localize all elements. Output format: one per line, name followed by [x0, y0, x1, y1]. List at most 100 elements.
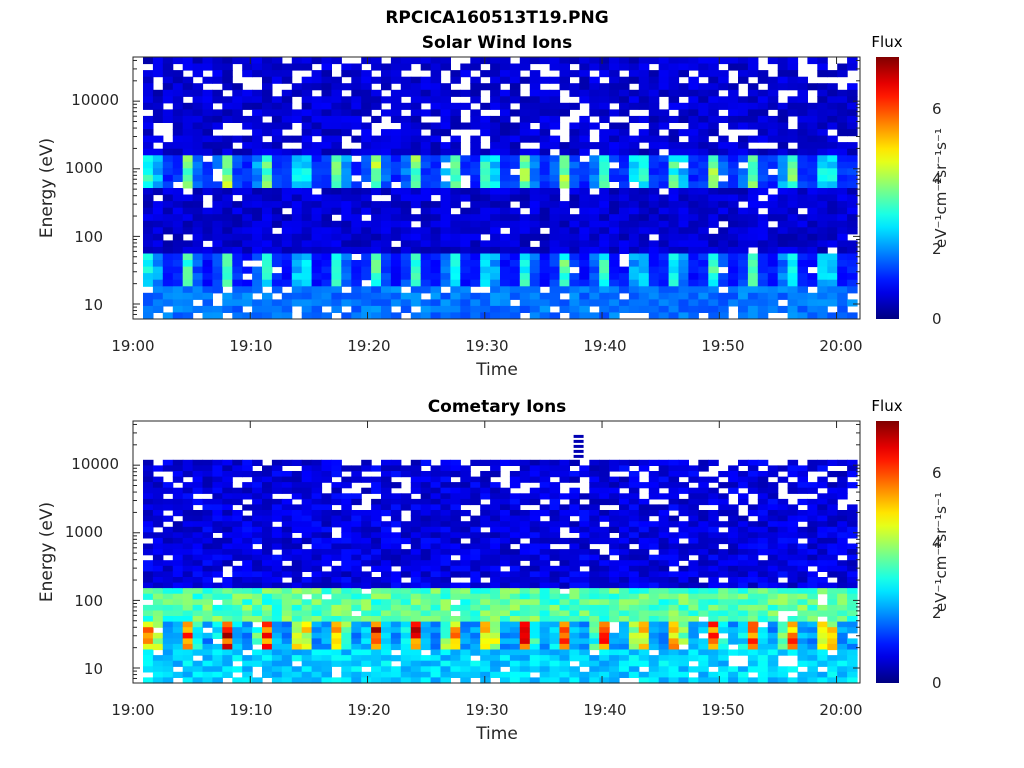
- heatmap-cell: [143, 227, 154, 235]
- heatmap-cell: [757, 526, 769, 533]
- heatmap-cell: [638, 549, 650, 556]
- heatmap-cell: [767, 565, 779, 572]
- heatmap-cell: [351, 109, 362, 117]
- heatmap-cell: [192, 643, 204, 651]
- heatmap-cell: [728, 560, 739, 567]
- heatmap-cell: [609, 677, 620, 684]
- heatmap-cell: [648, 632, 660, 639]
- heatmap-cell: [430, 476, 442, 483]
- heatmap-cell: [767, 593, 779, 600]
- heatmap-cell: [738, 279, 749, 287]
- heatmap-cell: [242, 253, 253, 261]
- heatmap-cell: [500, 214, 511, 222]
- heatmap-cell: [242, 266, 253, 274]
- heatmap-cell: [430, 660, 442, 667]
- heatmap-cell: [490, 504, 501, 511]
- heatmap-cell: [440, 207, 451, 215]
- heatmap-cell: [500, 96, 511, 104]
- heatmap-cell: [143, 532, 154, 539]
- heatmap-cell: [271, 96, 283, 104]
- heatmap-cell: [619, 632, 630, 639]
- heatmap-cell: [757, 588, 769, 595]
- heatmap-cell: [331, 632, 342, 639]
- heatmap-cell: [718, 616, 729, 623]
- heatmap-cell: [400, 260, 412, 268]
- heatmap-cell: [262, 240, 273, 248]
- heatmap-cell: [143, 266, 154, 274]
- heatmap-cell: [549, 571, 561, 578]
- heatmap-cell: [410, 593, 422, 600]
- heatmap-cell: [262, 537, 273, 545]
- heatmap-cell: [341, 63, 352, 71]
- heatmap-cell: [450, 471, 461, 478]
- heatmap-cell: [390, 148, 402, 156]
- heatmap-cell: [331, 537, 342, 545]
- heatmap-cell: [698, 142, 709, 150]
- heatmap-cell: [331, 471, 342, 478]
- heatmap-cell: [519, 660, 531, 667]
- heatmap-cell: [242, 571, 253, 578]
- heatmap-cell: [361, 560, 372, 567]
- heatmap-cell: [262, 565, 273, 572]
- heatmap-cell: [162, 76, 174, 84]
- heatmap-cell: [460, 526, 471, 533]
- heatmap-cell: [410, 201, 422, 209]
- heatmap-cell: [777, 537, 789, 545]
- heatmap-cell: [420, 471, 432, 478]
- heatmap-cell: [698, 554, 709, 561]
- heatmap-cell: [658, 521, 670, 528]
- heatmap-cell: [837, 122, 848, 130]
- heatmap-cell: [232, 655, 243, 662]
- heatmap-cell: [440, 168, 451, 176]
- heatmap-cell: [271, 610, 283, 617]
- heatmap-cell: [311, 181, 323, 189]
- heatmap-cell: [678, 577, 689, 584]
- heatmap-cell: [549, 102, 561, 110]
- heatmap-cell: [509, 554, 521, 561]
- heatmap-cell: [777, 543, 789, 550]
- heatmap-cell: [371, 549, 382, 556]
- heatmap-cell: [658, 599, 670, 606]
- heatmap-cell: [539, 240, 551, 248]
- heatmap-cell: [569, 102, 580, 110]
- heatmap-cell: [192, 102, 204, 110]
- heatmap-cell: [450, 279, 461, 287]
- heatmap-cell: [619, 526, 630, 533]
- heatmap-cell: [143, 643, 154, 651]
- heatmap-cell: [708, 233, 719, 241]
- heatmap-cell: [688, 96, 699, 104]
- heatmap-cell: [609, 493, 620, 500]
- heatmap-cell: [143, 577, 154, 584]
- heatmap-cell: [718, 260, 729, 268]
- heatmap-cell: [549, 521, 561, 528]
- heatmap-solar-wind: [143, 57, 858, 320]
- heatmap-cell: [708, 476, 719, 483]
- heatmap-cell: [321, 240, 332, 248]
- heatmap-cell: [202, 521, 213, 528]
- heatmap-cell: [480, 246, 491, 254]
- heatmap-cell: [222, 599, 233, 606]
- heatmap-cell: [787, 649, 799, 656]
- heatmap-cell: [301, 627, 313, 634]
- heatmap-cell: [678, 565, 689, 572]
- heatmap-cell: [678, 588, 689, 595]
- heatmap-cell: [490, 465, 501, 472]
- heatmap-cell: [837, 155, 848, 163]
- heatmap-cell: [797, 214, 808, 222]
- heatmap-cell: [420, 537, 432, 545]
- heatmap-cell: [628, 233, 640, 241]
- heatmap-cell: [271, 155, 283, 163]
- heatmap-cell: [579, 260, 590, 268]
- heatmap-cell: [440, 459, 451, 466]
- heatmap-cell: [450, 655, 461, 662]
- heatmap-cell: [430, 616, 442, 623]
- heatmap-cell: [410, 476, 422, 483]
- heatmap-cell: [321, 554, 332, 561]
- heatmap-cell: [777, 214, 789, 222]
- heatmap-cell: [777, 465, 789, 472]
- heatmap-cell: [648, 305, 660, 313]
- heatmap-cell: [222, 96, 233, 104]
- heatmap-cell: [619, 649, 630, 656]
- heatmap-cell: [777, 266, 789, 274]
- heatmap-cell: [500, 188, 511, 196]
